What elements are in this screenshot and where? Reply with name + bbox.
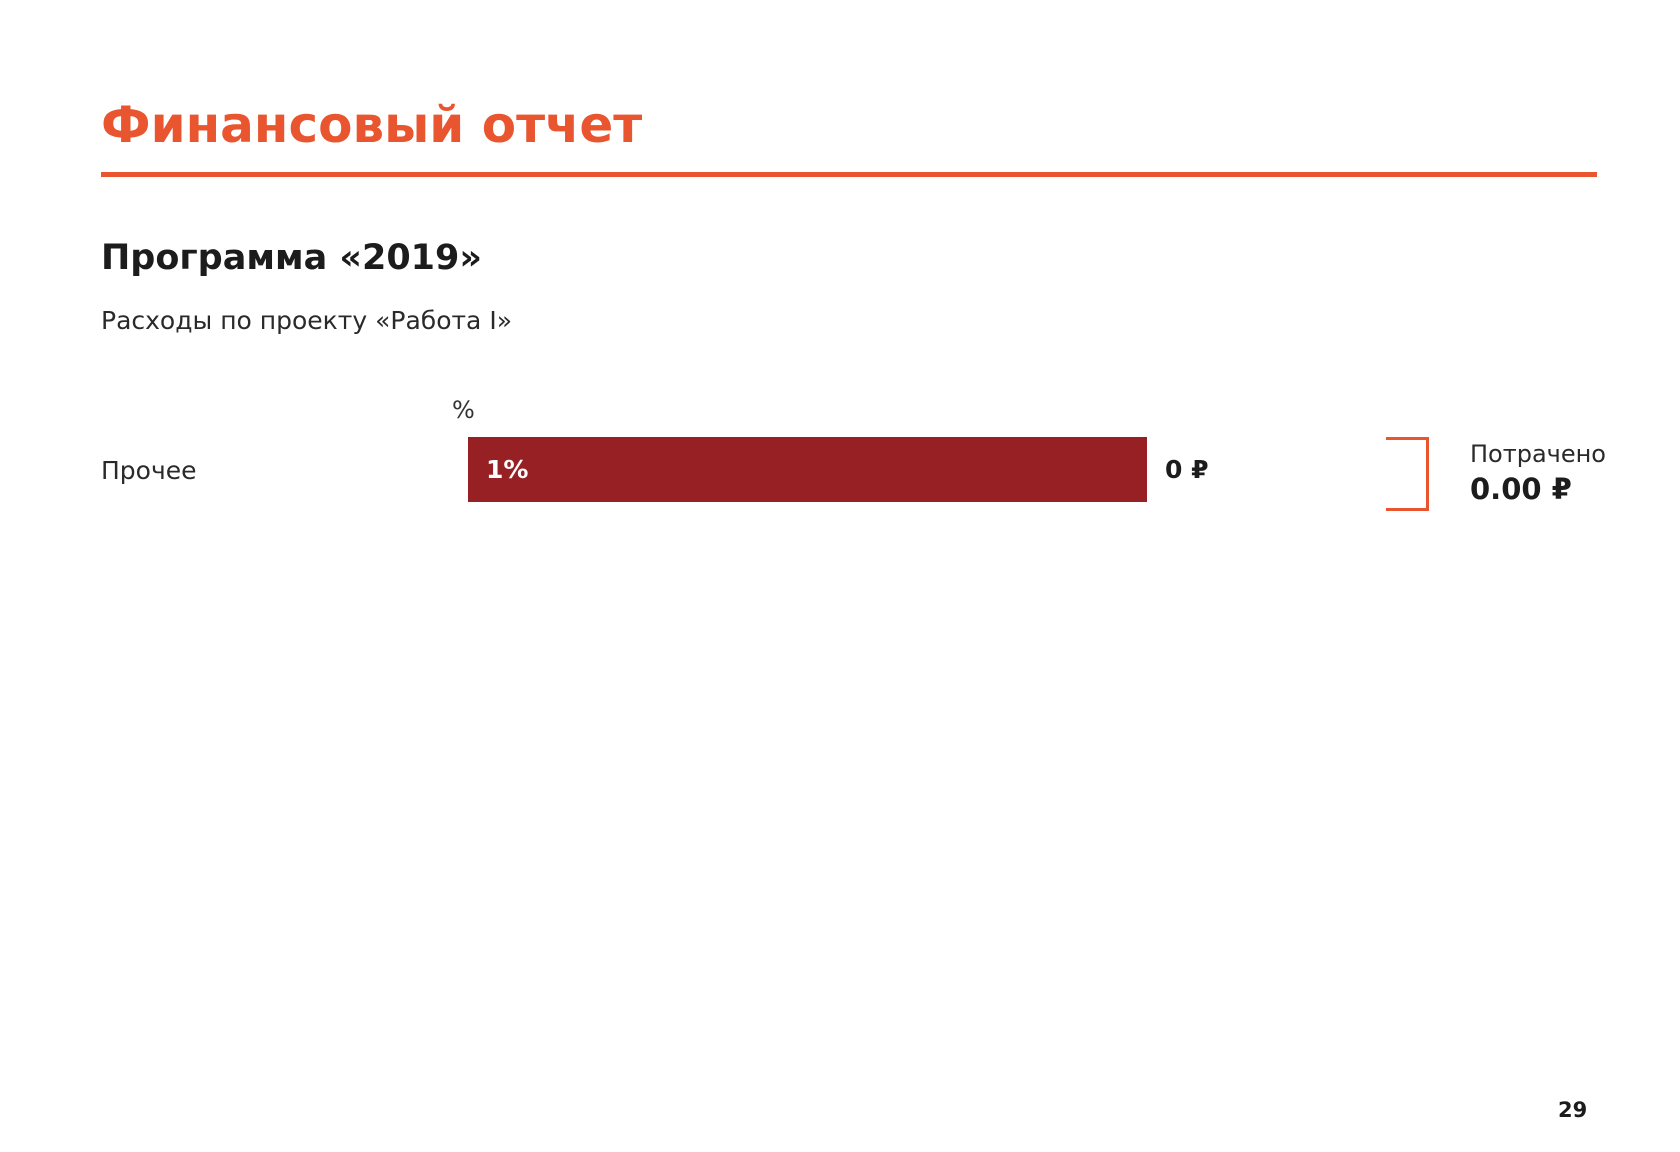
title-rule <box>101 172 1597 177</box>
section-subtitle: Расходы по проекту «Работа I» <box>101 306 512 335</box>
column-header: % <box>452 396 475 424</box>
summary-label: Потрачено <box>1470 440 1606 468</box>
row-label: Прочее <box>101 456 197 485</box>
page-title: Финансовый отчет <box>101 96 643 154</box>
bracket <box>1386 437 1429 511</box>
bar-label: 1% <box>486 455 529 484</box>
summary-value: 0.00 ₽ <box>1470 472 1572 506</box>
section-title: Программа «2019» <box>101 238 483 278</box>
bar <box>468 437 1147 502</box>
page-number: 29 <box>1558 1098 1588 1122</box>
row-amount: 0 ₽ <box>1165 455 1209 484</box>
